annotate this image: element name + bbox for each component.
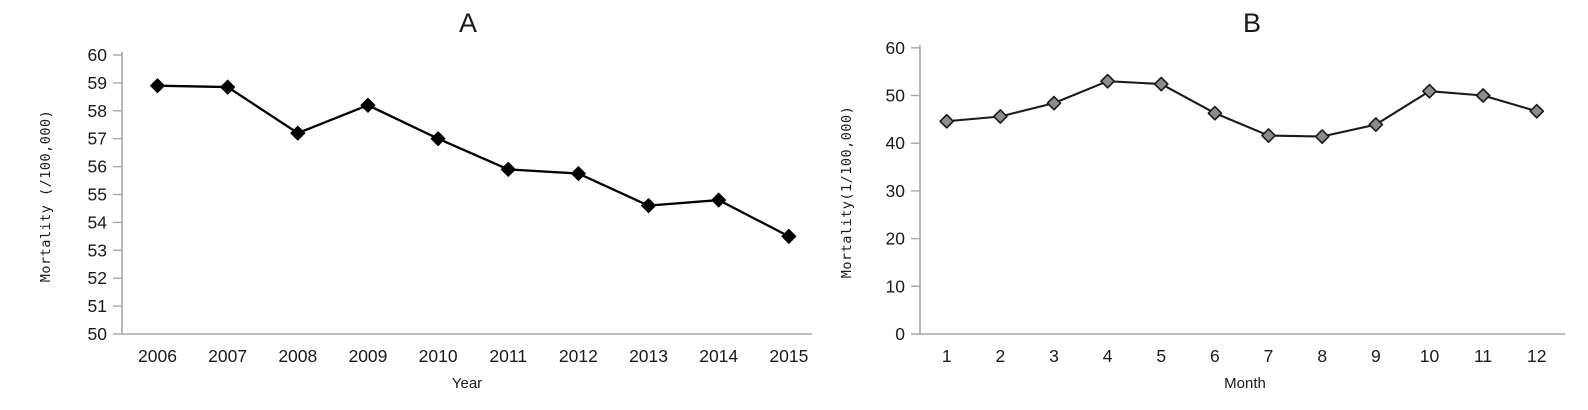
series-line bbox=[945, 80, 1538, 138]
y-tick-label: 51 bbox=[88, 296, 107, 316]
data-point-marker bbox=[992, 109, 1008, 124]
y-tick-label: 50 bbox=[88, 324, 108, 344]
x-tick-label: 5 bbox=[1156, 346, 1166, 366]
chart-b-title: B bbox=[1243, 8, 1261, 38]
data-point-marker bbox=[1422, 83, 1437, 99]
data-point-marker bbox=[1314, 129, 1330, 144]
y-tick-label: 57 bbox=[88, 129, 107, 149]
series-line bbox=[156, 84, 790, 238]
x-tick-label: 2007 bbox=[208, 346, 247, 366]
data-point-marker bbox=[939, 113, 955, 129]
data-point-marker bbox=[430, 131, 446, 147]
x-tick-label: 2014 bbox=[699, 346, 738, 366]
data-point-marker bbox=[781, 228, 797, 244]
y-tick-label: 59 bbox=[88, 73, 107, 93]
y-tick-label: 60 bbox=[88, 45, 108, 65]
x-tick-label: 2006 bbox=[138, 346, 177, 366]
data-point-marker bbox=[1207, 105, 1223, 121]
data-point-marker bbox=[360, 97, 376, 113]
x-tick-label: 7 bbox=[1264, 346, 1274, 366]
data-point-marker bbox=[1100, 73, 1116, 89]
data-point-marker bbox=[290, 125, 306, 141]
x-tick-label: 10 bbox=[1420, 346, 1440, 366]
chart-b-x-axis-title: Month bbox=[1224, 375, 1266, 392]
chart-a-y-axis-title: Mortality (/100,000) bbox=[38, 110, 54, 283]
x-tick-label: 8 bbox=[1317, 346, 1327, 366]
y-tick-label: 53 bbox=[88, 240, 107, 260]
data-point-marker bbox=[711, 192, 727, 208]
x-tick-label: 1 bbox=[942, 346, 952, 366]
chart-a-plot-area: 50 51 52 53 54 55 56 57 58 59 60 2006 2007 2008 2009 20… bbox=[88, 45, 812, 366]
chart-a-x-axis-title: Year bbox=[452, 375, 482, 392]
data-point-marker bbox=[1475, 88, 1491, 103]
y-tick-label: 56 bbox=[88, 157, 107, 177]
y-tick-label: 30 bbox=[886, 181, 906, 201]
x-tick-label: 11 bbox=[1474, 346, 1492, 366]
chart-panel-b: B Month Mortality(1/100,000) 0 10 20 30 40 50… bbox=[839, 8, 1565, 392]
x-tick-label: 2011 bbox=[489, 346, 527, 366]
chart-b-y-axis-title: Mortality(1/100,000) bbox=[839, 106, 855, 279]
x-tick-label: 2012 bbox=[559, 346, 598, 366]
data-point-marker bbox=[1153, 76, 1169, 92]
y-tick-label: 58 bbox=[88, 101, 107, 121]
x-tick-label: 2015 bbox=[769, 346, 808, 366]
data-point-marker bbox=[1261, 128, 1276, 143]
y-tick-label: 50 bbox=[886, 86, 906, 106]
x-tick-label: 6 bbox=[1210, 346, 1220, 366]
chart-a-title: A bbox=[459, 8, 477, 38]
x-tick-label: 2009 bbox=[348, 346, 387, 366]
data-point-marker bbox=[500, 161, 516, 177]
data-point-marker bbox=[570, 166, 586, 182]
data-point-marker bbox=[1046, 95, 1062, 111]
y-tick-label: 54 bbox=[88, 212, 108, 232]
x-tick-label: 2008 bbox=[278, 346, 317, 366]
data-point-marker bbox=[150, 78, 165, 94]
data-point-marker bbox=[220, 79, 236, 95]
y-tick-label: 10 bbox=[886, 276, 906, 296]
y-tick-label: 60 bbox=[886, 38, 906, 58]
x-tick-label: 4 bbox=[1103, 346, 1113, 366]
x-tick-label: 2 bbox=[995, 346, 1005, 366]
data-point-marker bbox=[1368, 117, 1384, 132]
x-tick-label: 2013 bbox=[629, 346, 668, 366]
x-tick-label: 9 bbox=[1371, 346, 1381, 366]
y-tick-label: 20 bbox=[886, 229, 906, 249]
y-tick-label: 0 bbox=[895, 324, 905, 344]
x-tick-label: 2010 bbox=[419, 346, 458, 366]
y-tick-label: 52 bbox=[88, 268, 107, 288]
x-tick-label: 12 bbox=[1527, 346, 1546, 366]
x-tick-label: 3 bbox=[1049, 346, 1059, 366]
y-tick-label: 40 bbox=[886, 133, 906, 153]
data-point-marker bbox=[1529, 103, 1545, 119]
y-tick-label: 55 bbox=[88, 185, 107, 205]
data-point-marker bbox=[641, 198, 657, 214]
chart-panel-a: A Year Mortality (/100,000) 50 51 52 53 54 55… bbox=[38, 8, 812, 392]
